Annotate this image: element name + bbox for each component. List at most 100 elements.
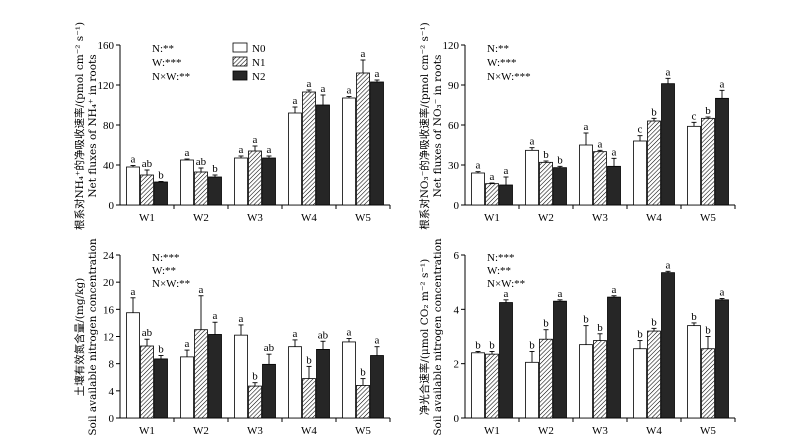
significance-letter: ab [142,327,153,339]
legend-label-n1: N1 [252,57,265,69]
significance-letter: b [637,329,643,341]
significance-letter: a [239,313,244,325]
significance-letter: a [530,136,535,148]
significance-letter: a [253,134,258,146]
significance-letter: b [557,154,563,166]
significance-letter: a [720,78,725,90]
y-tick-label: 12 [103,332,114,344]
bar-n0 [687,125,701,206]
bar-n1 [356,384,370,419]
bar-n0 [471,352,485,419]
significance-letter: a [347,327,352,339]
x-tick-label: W5 [700,212,716,224]
y-axis-label-en: Soil available nitrogen concentration [432,238,444,436]
bar-n1 [194,171,208,206]
bar-n0 [126,312,140,419]
significance-letter: b [651,106,657,118]
significance-letter: a [267,144,272,156]
bar-n2 [370,355,384,419]
significance-letter: b [705,325,711,337]
significance-letter: a [598,138,603,150]
y-axis-label-en: Net fluxes of NH₄⁺ in roots [87,54,99,197]
significance-letter: a [504,288,509,300]
bar-n2 [499,184,513,206]
panel-nh4-fluxes: 根系对NH₄⁺的净吸收速率/(pmol cm⁻² s⁻¹) Net fluxes… [73,22,391,230]
bar-n1 [140,174,154,206]
significance-letter: b [543,149,549,161]
legend-swatch-n1 [232,56,248,67]
significance-letter: a [720,286,725,298]
significance-letter: a [293,95,298,107]
y-axis-label-cn: 根系对NO₃⁻的净吸收速率/(pmol cm⁻² s⁻¹) [418,22,431,230]
significance-letter: c [638,124,643,136]
y-axis-label-en: Net fluxes of NO₃⁻ in roots [432,55,444,198]
y-axis-label-cn: 土壤有效氮含量/(mg/kg) [73,278,86,397]
x-tick-label: W2 [193,425,209,437]
significance-letter: a [213,310,218,322]
significance-letter: a [666,259,671,271]
significance-letter: a [199,284,204,296]
x-tick-label: W5 [700,425,716,437]
significance-letter: ab [264,342,275,354]
bar-n1 [485,353,499,419]
significance-letter: b [158,170,164,182]
x-tick-label: W1 [139,425,155,437]
significance-letter: b [212,163,218,175]
bar-n2 [607,296,621,419]
legend: N0 N1 N2 [232,42,266,83]
y-tick-label: 2 [454,359,460,371]
significance-letter: b [252,371,258,383]
stats-w: W:** [487,265,511,277]
y-tick-label: 4 [454,304,460,316]
stats-n: N:** [487,43,509,55]
bar-n1 [647,120,661,206]
significance-letter: b [475,339,481,351]
bar-n0 [342,97,356,206]
significance-letter: b [651,316,657,328]
bar-n2 [715,299,729,419]
bar-n1 [539,338,553,419]
y-tick-label: 160 [98,40,115,52]
significance-letter: a [293,328,298,340]
bar-n1 [539,161,553,206]
bar-n0 [525,149,539,206]
x-tick-label: W5 [355,212,371,224]
significance-letter: b [543,318,549,330]
x-tick-label: W3 [247,212,263,224]
significance-letter: a [584,121,589,133]
y-tick-label: 0 [109,413,115,425]
x-tick-label: W4 [646,425,662,437]
bar-n0 [126,166,140,206]
significance-letter: a [347,85,352,97]
stats-nxw: N×W:** [152,71,190,83]
significance-letter: a [666,66,671,78]
x-tick-label: W2 [538,212,554,224]
bar-n1 [302,91,316,206]
significance-letter: ab [196,156,207,168]
y-tick-label: 90 [448,80,460,92]
significance-letter: b [529,339,535,351]
bar-n0 [180,159,194,206]
significance-letter: c [692,110,697,122]
significance-letter: a [504,165,509,177]
bar-n1 [248,150,262,206]
bar-n0 [633,140,647,206]
significance-letter: a [185,147,190,159]
significance-letter: a [558,288,563,300]
y-tick-label: 16 [103,304,115,316]
bar-n2 [208,334,222,419]
bar-n1 [647,330,661,419]
y-axis-label-en: Soil available nitrogen concentration [87,238,99,436]
bar-n1 [140,345,154,419]
bar-n1 [701,348,715,419]
bar-n1 [593,151,607,206]
x-tick-label: W1 [484,212,500,224]
x-tick-label: W1 [484,425,500,437]
bar-n0 [579,344,593,419]
y-tick-label: 24 [103,250,115,262]
y-tick-label: 0 [454,200,460,212]
bar-n1 [194,329,208,419]
significance-letter: b [158,344,164,356]
x-tick-label: W2 [193,212,209,224]
